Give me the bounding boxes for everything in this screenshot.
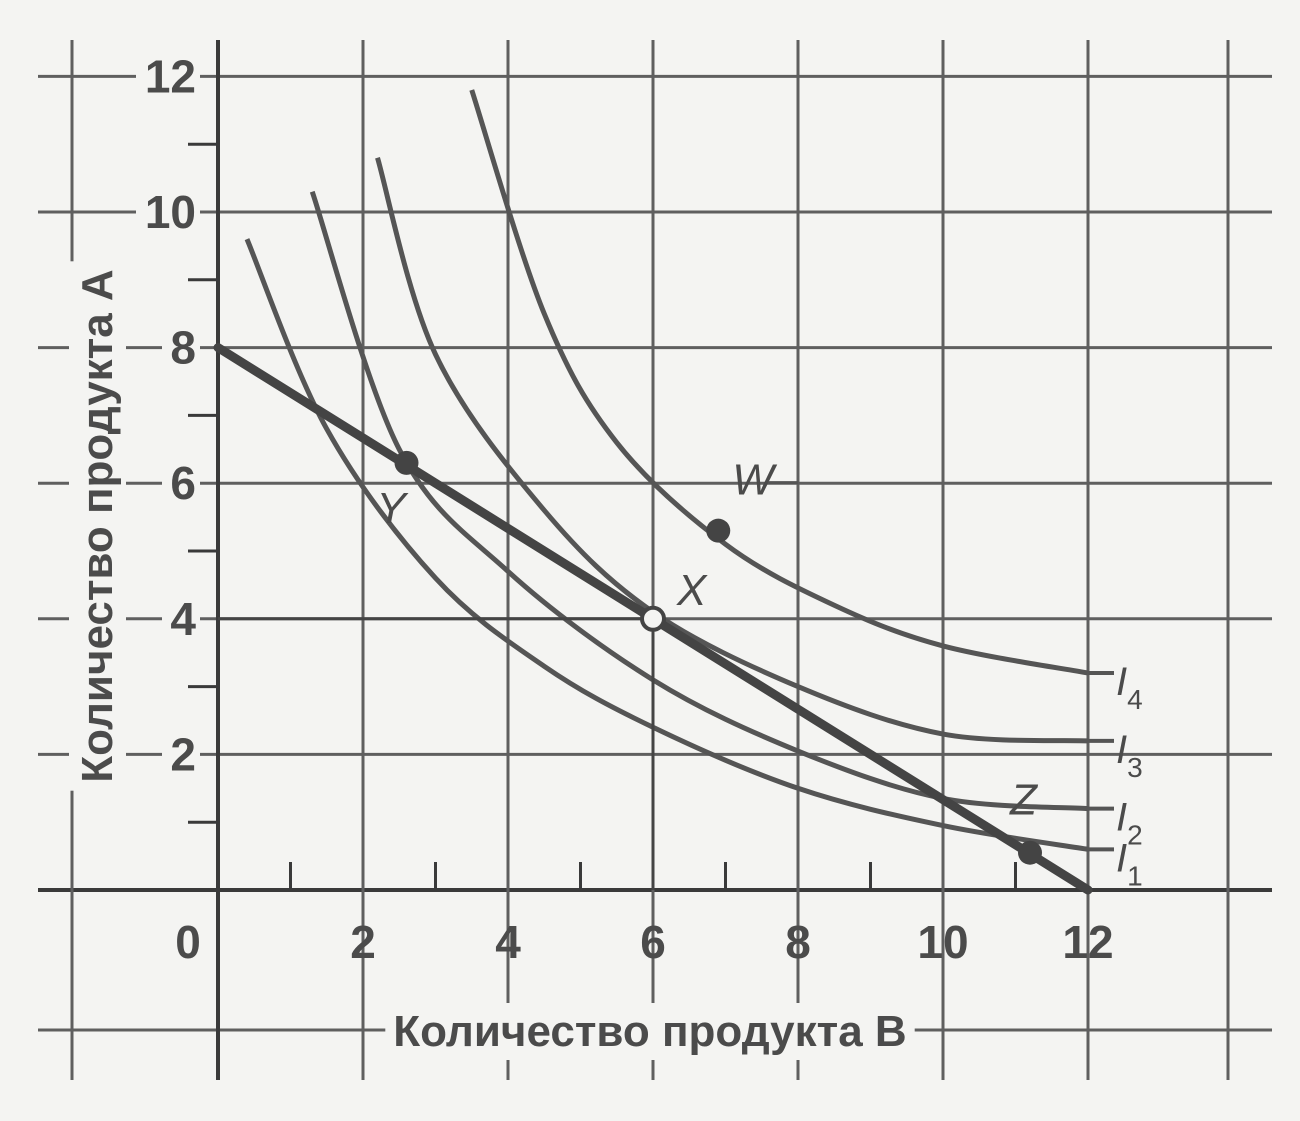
minor-ticks [188,142,1017,890]
point-label-Y: Y [377,484,409,533]
curve-label-subscript: 3 [1127,752,1143,783]
indifference-curve-2 [309,190,1089,812]
x-tick-label-6: 6 [640,916,666,968]
y-tick-label-bg-12 [136,50,200,103]
curve-label-1: I1 [1116,836,1143,891]
curve-label-4: I4 [1116,660,1143,715]
curve-label-subscript: 4 [1127,684,1143,715]
indifference-curve-4 [469,89,1089,676]
tick-labels: 0 2 4 6 8 10 12 2 4 6 8 10 12 [136,50,1114,968]
x-tick-label-4: 4 [495,916,521,968]
point-label-X: X [676,566,708,615]
curve-label-main: I [1116,660,1127,704]
point-label-W: W [732,456,777,505]
curve-label-main: I [1116,836,1127,880]
x-tick-label-10: 10 [917,916,968,968]
x-axis-title: Количество продукта В [393,1007,906,1056]
x-tick-label-0: 0 [175,916,201,968]
point-Z [1018,840,1042,865]
y-tick-label-6: 6 [170,457,196,509]
curve-label-subscript: 1 [1127,860,1143,891]
point-label-Z: Z [1009,776,1039,825]
x-axis-title-bg [385,1003,915,1060]
curve-label-3: I3 [1116,728,1143,783]
x-tick-label-8: 8 [785,916,811,968]
point-W [706,518,731,543]
y-tick-label-bg-6 [162,457,200,510]
y-axis-title: Количество продукта А [73,269,122,782]
x-tick-label-12: 12 [1062,916,1113,968]
curve-label-main: I [1116,796,1127,840]
curve-label-main: I [1116,728,1127,772]
guide-lines [218,617,655,890]
point-Y [394,450,419,475]
y-tick-label-bg-10 [136,186,200,238]
y-axis-title-bg [69,261,126,791]
y-tick-label-bg-2 [162,728,200,781]
curve-label-2: I2 [1116,796,1143,851]
y-tick-label-bg-4 [162,592,200,645]
point-X [640,605,666,632]
y-tick-label-bg-8 [162,321,200,374]
y-tick-label-8: 8 [170,322,196,374]
indifference-curve-1 [244,238,1089,852]
y-tick-label-10: 10 [145,186,196,238]
y-tick-label-12: 12 [145,50,196,102]
x-tick-label-2: 2 [350,916,376,968]
data-points: W X Y Z [377,450,1042,865]
y-tick-label-4: 4 [170,593,196,645]
curve-label-subscript: 2 [1127,820,1143,851]
y-tick-label-2: 2 [170,728,196,780]
